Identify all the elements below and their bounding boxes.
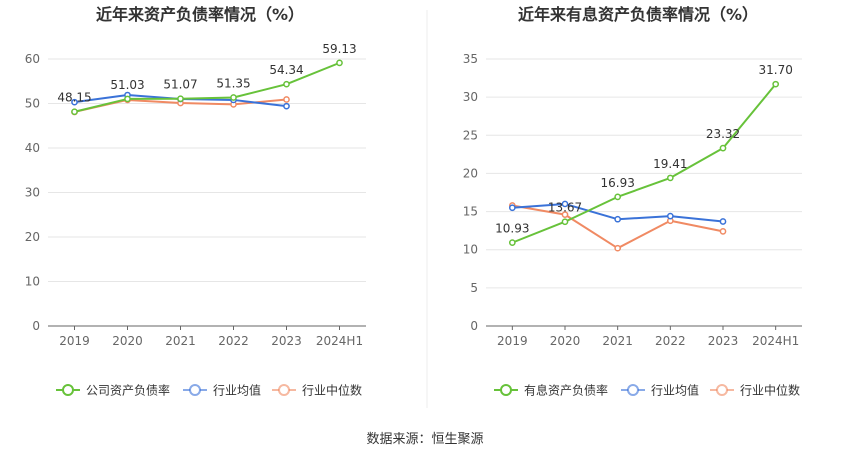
legend-item: 行业中位数 bbox=[710, 383, 800, 398]
x-tick-label: 2021 bbox=[165, 334, 196, 348]
data-label: 54.34 bbox=[269, 63, 303, 77]
x-tick-label: 2022 bbox=[655, 334, 686, 348]
y-tick-label: 20 bbox=[463, 166, 478, 180]
data-point bbox=[283, 102, 290, 110]
y-tick-label: 60 bbox=[25, 52, 40, 66]
legend-marker bbox=[62, 384, 74, 396]
data-label: 51.07 bbox=[163, 78, 197, 92]
data-point bbox=[666, 212, 674, 220]
data-point bbox=[561, 200, 569, 208]
data-point bbox=[508, 239, 516, 246]
y-tick-label: 30 bbox=[463, 90, 478, 104]
data-point bbox=[719, 228, 727, 235]
data-point bbox=[614, 244, 622, 252]
legend-item: 行业均值 bbox=[183, 383, 261, 398]
data-point bbox=[772, 80, 780, 88]
series-line bbox=[74, 61, 340, 113]
y-tick-label: 35 bbox=[463, 52, 478, 66]
y-tick-label: 30 bbox=[25, 186, 40, 200]
data-point bbox=[719, 218, 727, 225]
legend-marker bbox=[500, 384, 512, 396]
y-tick-label: 0 bbox=[470, 319, 478, 333]
series-line bbox=[511, 83, 777, 244]
y-tick-label: 5 bbox=[470, 281, 478, 295]
data-point bbox=[283, 96, 290, 103]
x-tick-label: 2019 bbox=[59, 334, 90, 348]
series-1 bbox=[71, 59, 343, 116]
data-label: 19.41 bbox=[653, 157, 687, 171]
legend-label: 行业均值 bbox=[651, 383, 699, 398]
data-point bbox=[508, 204, 516, 212]
x-tick-label: 2024H1 bbox=[316, 334, 363, 348]
legend-item: 有息资产负债率 bbox=[494, 383, 608, 398]
legend-label: 行业中位数 bbox=[740, 383, 800, 398]
data-point bbox=[230, 94, 237, 101]
data-label: 16.93 bbox=[600, 176, 634, 190]
x-tick-label: 2020 bbox=[550, 334, 581, 348]
legend-marker bbox=[627, 384, 639, 396]
series-3 bbox=[508, 202, 727, 252]
x-tick-label: 2020 bbox=[112, 334, 143, 348]
legend-marker bbox=[278, 384, 290, 396]
data-point bbox=[561, 218, 569, 226]
data-point bbox=[124, 95, 131, 103]
legend-label: 行业均值 bbox=[213, 383, 261, 398]
data-point bbox=[336, 59, 343, 67]
x-tick-label: 2019 bbox=[497, 334, 528, 348]
x-tick-label: 2021 bbox=[602, 334, 633, 348]
data-source: 数据来源：恒生聚源 bbox=[366, 432, 483, 447]
legend-item: 行业中位数 bbox=[272, 383, 362, 398]
chart-title: 近年来有息资产负债率情况（%） bbox=[518, 5, 758, 24]
legend-label: 公司资产负债率 bbox=[86, 383, 170, 398]
legend-item: 行业均值 bbox=[621, 383, 699, 398]
data-point bbox=[71, 108, 78, 116]
y-tick-label: 40 bbox=[25, 141, 40, 155]
x-tick-label: 2023 bbox=[271, 334, 302, 348]
data-label: 51.03 bbox=[110, 78, 144, 92]
series-1 bbox=[508, 80, 780, 246]
legend-item: 公司资产负债率 bbox=[56, 383, 170, 398]
legend-marker bbox=[716, 384, 728, 396]
data-point bbox=[614, 193, 622, 201]
y-tick-label: 10 bbox=[463, 243, 478, 257]
legend-label: 有息资产负债率 bbox=[524, 383, 608, 398]
data-point bbox=[561, 211, 569, 218]
data-label: 23.32 bbox=[706, 127, 740, 141]
data-label: 13.67 bbox=[548, 201, 582, 215]
series-2 bbox=[508, 200, 727, 225]
chart-1: 近年来资产负债率情况（%） 0 10 20 30 40 50 60 2019 2020 2021 20… bbox=[25, 5, 366, 398]
data-point bbox=[71, 98, 78, 106]
data-point bbox=[666, 174, 674, 182]
data-label: 51.35 bbox=[216, 76, 250, 90]
y-tick-label: 0 bbox=[32, 319, 40, 333]
y-tick-label: 15 bbox=[463, 205, 478, 219]
x-tick-label: 2024H1 bbox=[752, 334, 799, 348]
legend-marker bbox=[189, 384, 201, 396]
data-label: 48.15 bbox=[57, 91, 91, 105]
y-tick-label: 20 bbox=[25, 230, 40, 244]
data-point bbox=[719, 144, 727, 152]
data-label: 59.13 bbox=[322, 42, 356, 56]
x-tick-label: 2022 bbox=[218, 334, 249, 348]
data-label: 10.93 bbox=[495, 222, 529, 236]
data-label: 31.70 bbox=[758, 63, 792, 77]
data-point bbox=[283, 80, 290, 88]
legend-label: 行业中位数 bbox=[302, 383, 362, 398]
data-point bbox=[614, 215, 622, 223]
y-tick-label: 10 bbox=[25, 275, 40, 289]
y-tick-label: 50 bbox=[25, 97, 40, 111]
data-point bbox=[177, 95, 184, 103]
y-tick-label: 25 bbox=[463, 128, 478, 142]
chart-2: 近年来有息资产负债率情况（%） 0 5 10 15 20 25 30 35 2019 2020 202… bbox=[463, 5, 802, 398]
chart-title: 近年来资产负债率情况（%） bbox=[96, 5, 304, 24]
x-tick-label: 2023 bbox=[708, 334, 739, 348]
